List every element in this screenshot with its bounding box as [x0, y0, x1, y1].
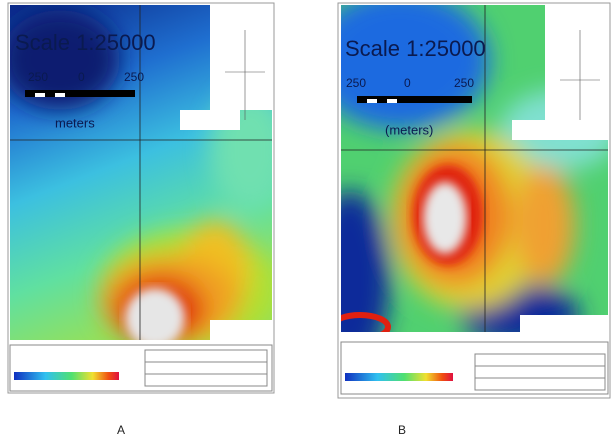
scale-unit: (meters) [385, 122, 433, 137]
panel-b: Scale 1:25000 250 0 250 (meters) [310, 0, 611, 398]
figure: Scale 1:25000 250 0 250 meters [0, 0, 611, 438]
scale-bar [25, 90, 135, 97]
map-a [0, 5, 290, 350]
panel-label: B [398, 423, 406, 437]
scale-tick: 0 [404, 76, 411, 90]
scale-tick: 250 [346, 76, 366, 90]
scale-tick: 250 [454, 76, 474, 90]
panel-label: A [117, 423, 125, 437]
legend-b [341, 342, 608, 394]
scale-tick: 250 [28, 70, 48, 84]
legend-a [10, 345, 272, 391]
panel-a: Scale 1:25000 250 0 250 meters [0, 3, 290, 393]
scale-unit: meters [55, 115, 95, 130]
scale-tick: 250 [124, 70, 144, 84]
scale-bar [357, 96, 472, 103]
scale-title: Scale 1:25000 [15, 30, 156, 55]
scale-title: Scale 1:25000 [345, 36, 486, 61]
scale-tick: 0 [78, 70, 85, 84]
